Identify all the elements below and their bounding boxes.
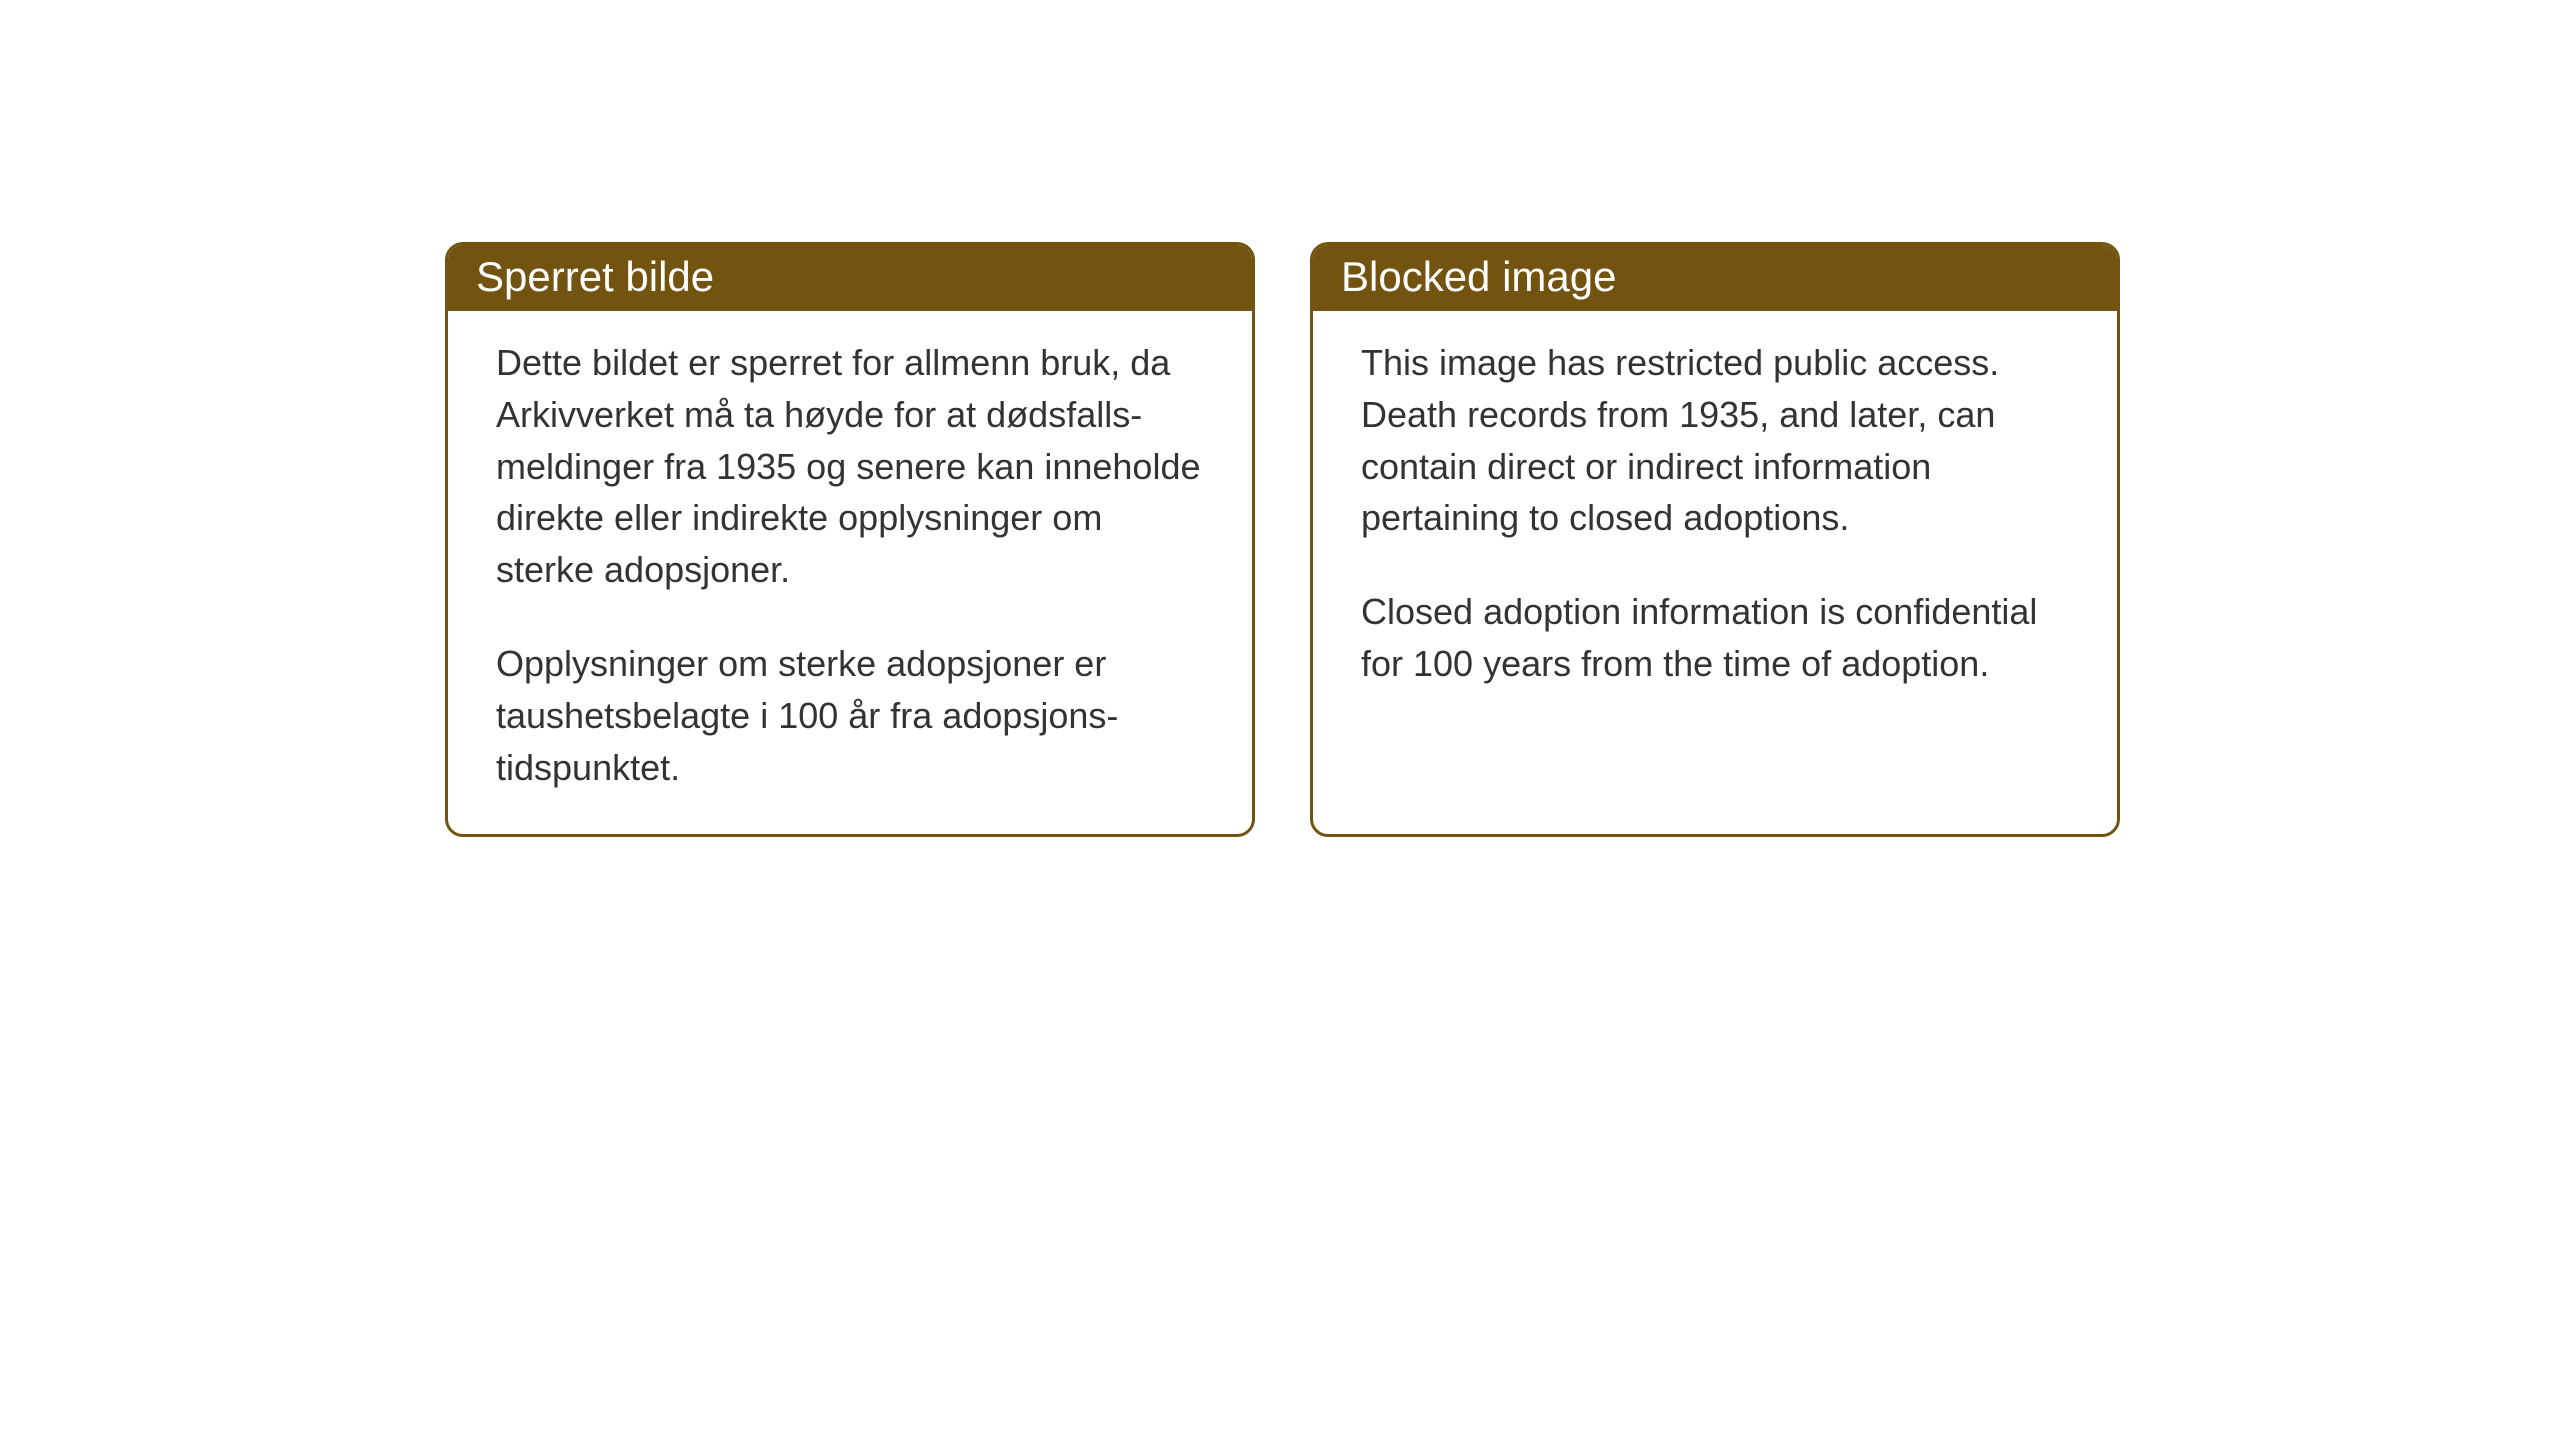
card-paragraph-2-norwegian: Opplysninger om sterke adopsjoner er tau… — [496, 638, 1207, 793]
card-body-norwegian: Dette bildet er sperret for allmenn bruk… — [448, 311, 1252, 834]
card-body-english: This image has restricted public access.… — [1313, 311, 2117, 834]
notice-card-norwegian: Sperret bilde Dette bildet er sperret fo… — [445, 242, 1255, 837]
card-paragraph-2-english: Closed adoption information is confident… — [1361, 586, 2072, 690]
notice-container: Sperret bilde Dette bildet er sperret fo… — [445, 242, 2120, 837]
notice-card-english: Blocked image This image has restricted … — [1310, 242, 2120, 837]
card-title-english: Blocked image — [1313, 245, 2117, 311]
card-title-norwegian: Sperret bilde — [448, 245, 1252, 311]
card-paragraph-1-norwegian: Dette bildet er sperret for allmenn bruk… — [496, 337, 1207, 596]
card-paragraph-1-english: This image has restricted public access.… — [1361, 337, 2072, 544]
